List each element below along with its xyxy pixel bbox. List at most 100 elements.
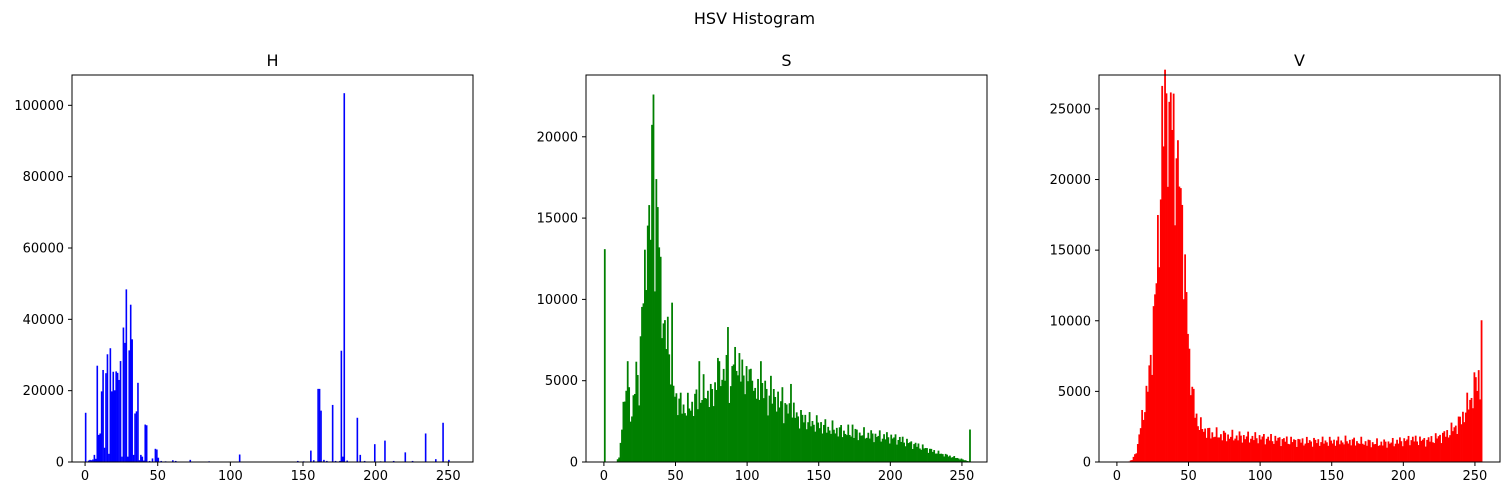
bar (1383, 439, 1386, 462)
bar (960, 458, 963, 462)
bar (694, 393, 696, 462)
bar (1250, 438, 1252, 462)
bar (848, 434, 851, 462)
bar (784, 403, 787, 462)
bar (97, 434, 100, 462)
bar (1416, 441, 1418, 462)
bar (1158, 267, 1161, 462)
x-tick-label: 150 (291, 469, 316, 484)
bar (1443, 431, 1446, 462)
bar (1364, 441, 1367, 462)
bar (738, 353, 741, 462)
bar (737, 375, 739, 462)
bar (831, 420, 834, 462)
bar (795, 412, 798, 462)
bar (791, 417, 794, 462)
bar (1358, 443, 1361, 462)
bar (100, 391, 103, 462)
bar (1430, 436, 1433, 462)
bar (1411, 436, 1414, 462)
bar (1146, 391, 1149, 462)
bar (834, 433, 837, 462)
bar (125, 289, 128, 462)
bar (138, 460, 141, 462)
bar (122, 327, 125, 462)
bar (953, 456, 956, 462)
bar (1278, 437, 1281, 462)
bar (867, 432, 870, 462)
bar (323, 459, 325, 462)
bar (1165, 93, 1168, 463)
bar (635, 361, 638, 462)
bar (805, 429, 808, 462)
bar (189, 459, 192, 462)
bar (742, 375, 745, 462)
x-tick-label: 50 (1180, 469, 1197, 484)
bar (172, 460, 174, 462)
bar (638, 405, 641, 462)
bar (1260, 439, 1262, 462)
bar (1476, 390, 1479, 462)
bar (946, 454, 948, 462)
bar (1384, 441, 1387, 462)
bar (782, 423, 785, 462)
bar (1419, 436, 1421, 462)
bar (1290, 436, 1292, 462)
bar (927, 452, 930, 462)
bar (1449, 435, 1451, 462)
bar (1136, 444, 1139, 462)
y-tick-label: 0 (570, 456, 578, 471)
bar (1347, 443, 1350, 462)
histogram-s: S 0 50 100 150 200 250 0 5000 10000 15000 20000 (537, 51, 988, 484)
bar (1141, 409, 1144, 462)
y-tick-label: 60000 (23, 241, 64, 256)
bar (1212, 437, 1215, 462)
bar (1204, 428, 1207, 462)
bar (870, 430, 873, 462)
bar (702, 374, 705, 462)
bar (893, 437, 895, 462)
bar (812, 424, 815, 462)
bar (903, 442, 905, 462)
bar (92, 459, 94, 462)
bar (1453, 427, 1456, 462)
bar (781, 387, 784, 462)
bar (917, 443, 920, 462)
bar (1288, 444, 1291, 462)
bar (729, 386, 732, 462)
bar (1245, 436, 1248, 462)
bar (1386, 447, 1388, 462)
bar (103, 447, 106, 462)
bar (675, 393, 678, 462)
bar (814, 431, 817, 462)
bar (1134, 454, 1136, 462)
bar (1224, 432, 1227, 462)
bar (901, 436, 904, 462)
bar (1389, 443, 1391, 462)
bar (148, 460, 151, 462)
bar (1240, 435, 1242, 462)
bar (632, 395, 635, 462)
bar (850, 436, 853, 462)
bar (1217, 437, 1219, 462)
bar (777, 391, 779, 462)
bar (1330, 440, 1333, 462)
bar (1189, 395, 1192, 462)
bar (770, 375, 772, 462)
bar (106, 354, 109, 462)
bar (1366, 445, 1368, 462)
bar (392, 460, 395, 462)
bar (788, 403, 791, 462)
bar (721, 379, 724, 462)
bar (897, 439, 900, 462)
bar (1169, 92, 1172, 462)
bar (887, 437, 890, 462)
bar (642, 303, 645, 462)
bar (874, 433, 877, 462)
bar (1394, 443, 1397, 462)
bar (679, 392, 682, 462)
bar (1280, 446, 1282, 462)
bar (1328, 436, 1331, 462)
bar (794, 417, 797, 462)
bar (1434, 433, 1437, 462)
